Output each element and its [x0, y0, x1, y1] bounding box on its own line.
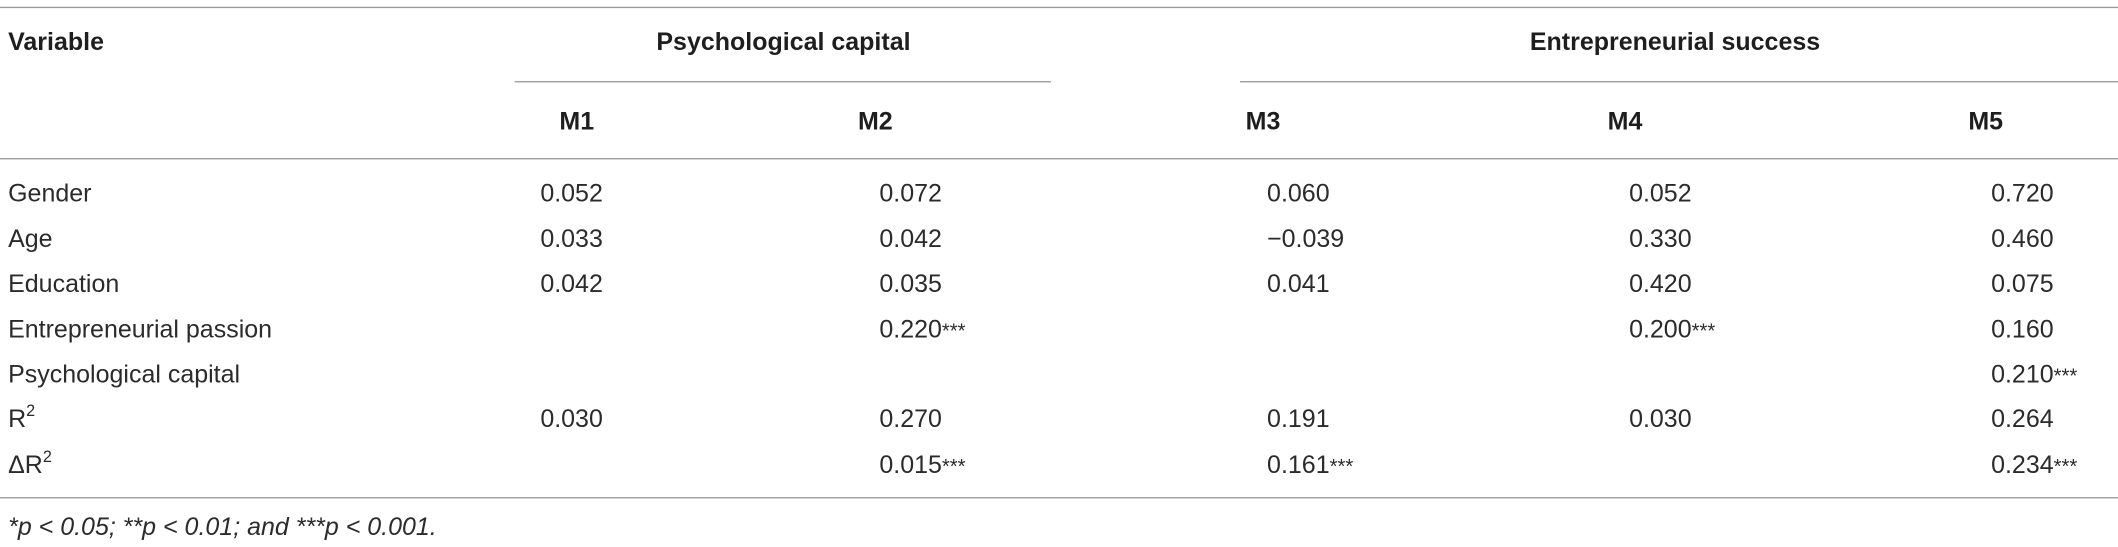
header-model-m5: M5: [1968, 106, 2004, 136]
cell-value: 0.060: [1267, 178, 1330, 207]
table-cell: 0.041: [1267, 268, 1330, 298]
cell-value: 0.160: [1991, 314, 2054, 344]
table-cell: 0.234***: [1991, 449, 2078, 479]
cell-value: 0.030: [1629, 403, 1692, 433]
table-cell: 0.161***: [1267, 449, 1354, 479]
cell-value: 0.052: [1629, 178, 1692, 207]
table-cell: 0.042: [540, 268, 603, 298]
cell-value: 0.035: [879, 268, 942, 298]
cell-value: 0.720: [1991, 178, 2054, 207]
table-cell: 0.210***: [1991, 359, 2078, 388]
cell-value: 0.161: [1267, 449, 1330, 479]
table-cell: 0.330: [1629, 224, 1692, 253]
row-label-text: Education: [8, 268, 120, 298]
significance-stars: ***: [1329, 455, 1354, 479]
cell-value: −0.039: [1267, 224, 1345, 253]
cell-value: 0.075: [1991, 268, 2054, 298]
table-cell: 0.191: [1267, 403, 1330, 433]
cell-value: 0.420: [1629, 268, 1692, 298]
table-cell: 0.072: [879, 178, 942, 207]
table-cell: 0.075: [1991, 268, 2054, 298]
table-cell: 0.030: [1629, 403, 1692, 433]
table-cell: 0.270: [879, 403, 942, 433]
table-cell: 0.160: [1991, 314, 2054, 344]
bottom-rule: [0, 497, 2118, 499]
header-variable: Variable: [8, 27, 104, 56]
row-label-text: Age: [8, 224, 53, 253]
row-label: Education: [8, 268, 120, 298]
cell-value: 0.330: [1629, 224, 1692, 253]
table-cell: 0.030: [540, 403, 603, 433]
table-cell: 0.220***: [879, 314, 966, 344]
row-label: ΔR2: [8, 448, 52, 479]
cell-value: 0.200: [1629, 314, 1692, 344]
significance-stars: ***: [2053, 364, 2078, 388]
header-rule: [0, 158, 2118, 160]
row-label-text: Entrepreneurial passion: [8, 314, 273, 344]
row-label: Psychological capital: [8, 359, 241, 388]
row-label-superscript: 2: [26, 401, 36, 421]
table-cell: 0.460: [1991, 224, 2054, 253]
row-label-text: ΔR: [8, 449, 43, 479]
cell-value: 0.042: [540, 268, 603, 298]
header-model-m4: M4: [1607, 106, 1643, 136]
cell-value: 0.033: [540, 224, 603, 253]
row-label-text: Psychological capital: [8, 359, 241, 388]
table-cell: 0.052: [1629, 178, 1692, 207]
row-label: R2: [8, 403, 35, 433]
significance-stars: ***: [1691, 320, 1716, 344]
significance-stars: ***: [941, 320, 966, 344]
cell-value: 0.015: [879, 449, 942, 479]
cell-value: 0.220: [879, 314, 942, 344]
cell-value: 0.052: [540, 178, 603, 207]
row-label: Entrepreneurial passion: [8, 314, 273, 344]
header-model-m2: M2: [857, 106, 893, 136]
table-cell: 0.060: [1267, 178, 1330, 207]
cell-value: 0.460: [1991, 224, 2054, 253]
cell-value: 0.030: [540, 403, 603, 433]
cell-value: 0.042: [879, 224, 942, 253]
row-label: Age: [8, 224, 53, 253]
row-label-superscript: 2: [42, 447, 52, 467]
group2-underline: [1240, 81, 2118, 83]
cell-value: 0.072: [879, 178, 942, 207]
table-cell: 0.720: [1991, 178, 2054, 207]
cell-value: 0.191: [1267, 403, 1330, 433]
table-footnote: *p < 0.05; **p < 0.01; and ***p < 0.001.: [8, 511, 437, 541]
table-cell: 0.035: [879, 268, 942, 298]
table-cell: 0.264: [1991, 403, 2054, 433]
top-rule: [0, 6, 2118, 9]
cell-value: 0.264: [1991, 403, 2054, 433]
significance-stars: ***: [2053, 455, 2078, 479]
table-cell: −0.039: [1267, 224, 1345, 253]
row-label: Gender: [8, 178, 92, 207]
table-cell: 0.052: [540, 178, 603, 207]
table-cell: 0.042: [879, 224, 942, 253]
cell-value: 0.210: [1991, 359, 2054, 388]
significance-stars: ***: [941, 455, 966, 479]
group1-underline: [514, 81, 1051, 83]
header-model-m1: M1: [559, 106, 595, 136]
header-group-entrepreneurial-success: Entrepreneurial success: [1529, 27, 1821, 56]
cell-value: 0.234: [1991, 449, 2054, 479]
header-group-psychological-capital: Psychological capital: [656, 27, 911, 56]
cell-value: 0.270: [879, 403, 942, 433]
table-cell: 0.200***: [1629, 314, 1716, 344]
table-cell: 0.420: [1629, 268, 1692, 298]
table-cell: 0.033: [540, 224, 603, 253]
header-model-m3: M3: [1245, 106, 1281, 136]
row-label-text: Gender: [8, 178, 92, 207]
table-cell: 0.015***: [879, 449, 966, 479]
cell-value: 0.041: [1267, 268, 1330, 298]
row-label-text: R: [8, 403, 27, 433]
